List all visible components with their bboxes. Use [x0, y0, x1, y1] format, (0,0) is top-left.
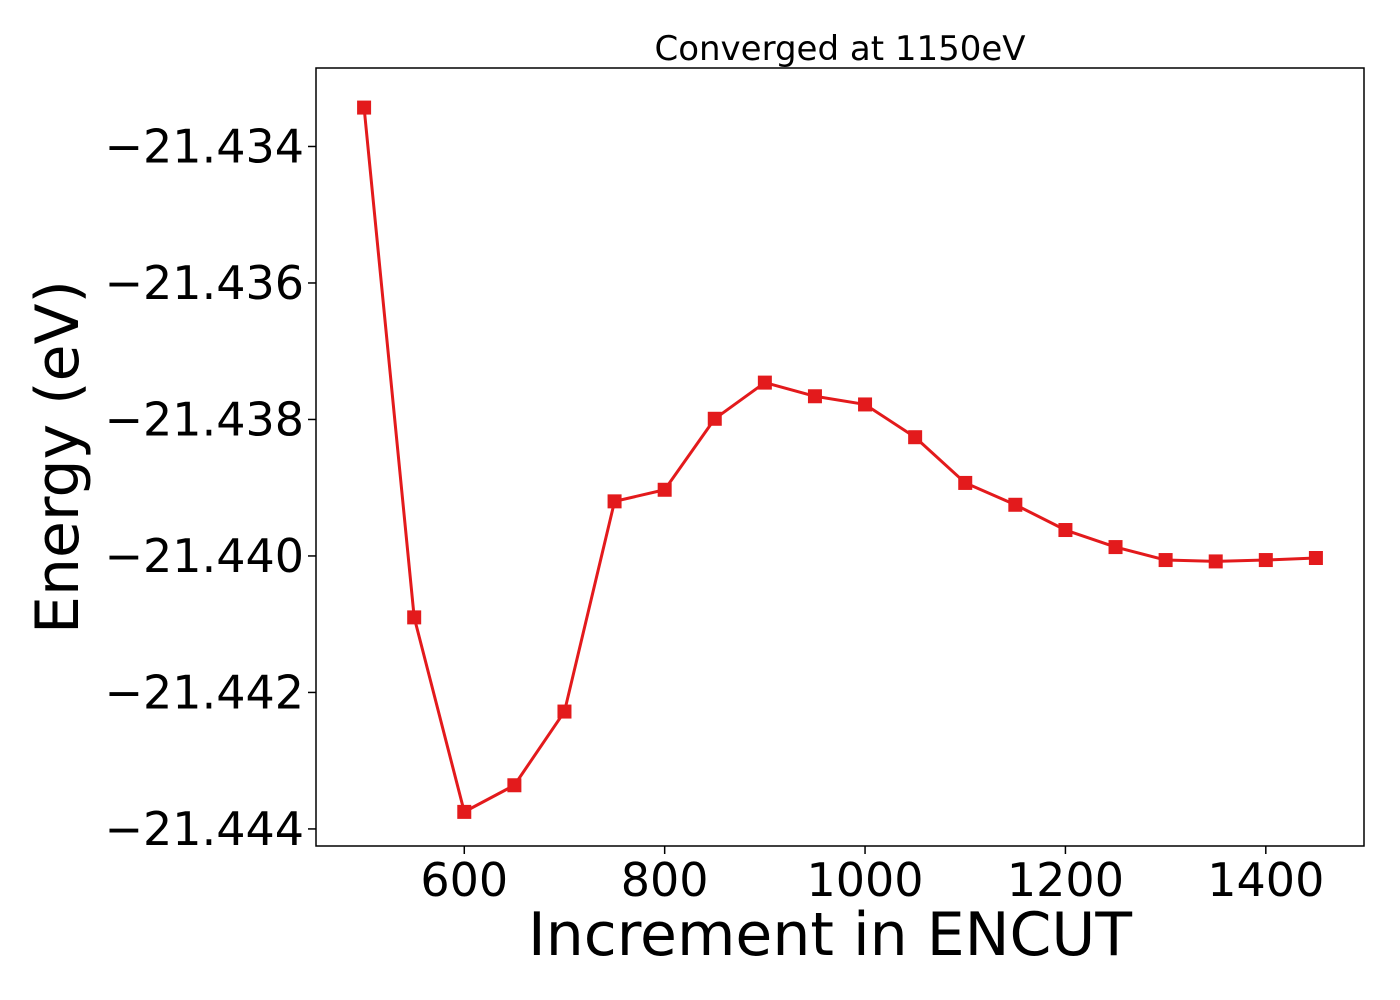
data-point-marker [1158, 553, 1173, 568]
x-tick-label: 1200 [1007, 853, 1124, 907]
data-point-marker [858, 397, 873, 412]
x-tick-label: 1000 [807, 853, 924, 907]
data-point-marker [807, 389, 822, 404]
data-point-marker [457, 804, 472, 819]
data-point-marker [1258, 553, 1273, 568]
y-tick-label: −21.444 [105, 802, 305, 856]
y-tick-label: −21.438 [105, 392, 305, 446]
x-axis-label: Increment in ENCUT [528, 900, 1132, 970]
y-axis-label: Energy (eV) [23, 280, 93, 634]
chart-title: Converged at 1150eV [654, 29, 1025, 69]
x-tick-label: 1400 [1207, 853, 1324, 907]
series-line [362, 107, 1316, 814]
data-point-marker [1008, 497, 1023, 512]
data-point-marker [1058, 523, 1073, 538]
x-tick-label: 800 [621, 853, 709, 907]
data-point-marker [908, 430, 923, 445]
data-point-marker [657, 482, 672, 497]
y-tick-label: −21.442 [105, 665, 305, 719]
axes-frame [315, 67, 1365, 847]
plot-area [357, 100, 1323, 819]
data-point-marker [557, 704, 572, 719]
y-tick-label: −21.434 [105, 119, 305, 173]
data-point-marker [1208, 554, 1223, 569]
data-point-marker [1108, 540, 1123, 555]
data-point-marker [707, 411, 722, 426]
y-tick-label: −21.436 [105, 256, 305, 310]
data-point-marker [1308, 551, 1323, 565]
y-tick-label: −21.440 [105, 529, 305, 583]
data-point-marker [757, 375, 772, 390]
data-point-marker [407, 610, 422, 625]
data-point-marker [958, 475, 973, 490]
data-point-marker [607, 494, 622, 509]
x-axis: 600 800 1000 1200 1400 [420, 846, 1324, 907]
data-point-marker [507, 778, 522, 793]
data-point-marker [357, 100, 372, 115]
y-axis: −21.434 −21.436 −21.438 −21.440 −21.442 −21.4… [105, 119, 316, 856]
x-tick-label: 600 [420, 853, 508, 907]
